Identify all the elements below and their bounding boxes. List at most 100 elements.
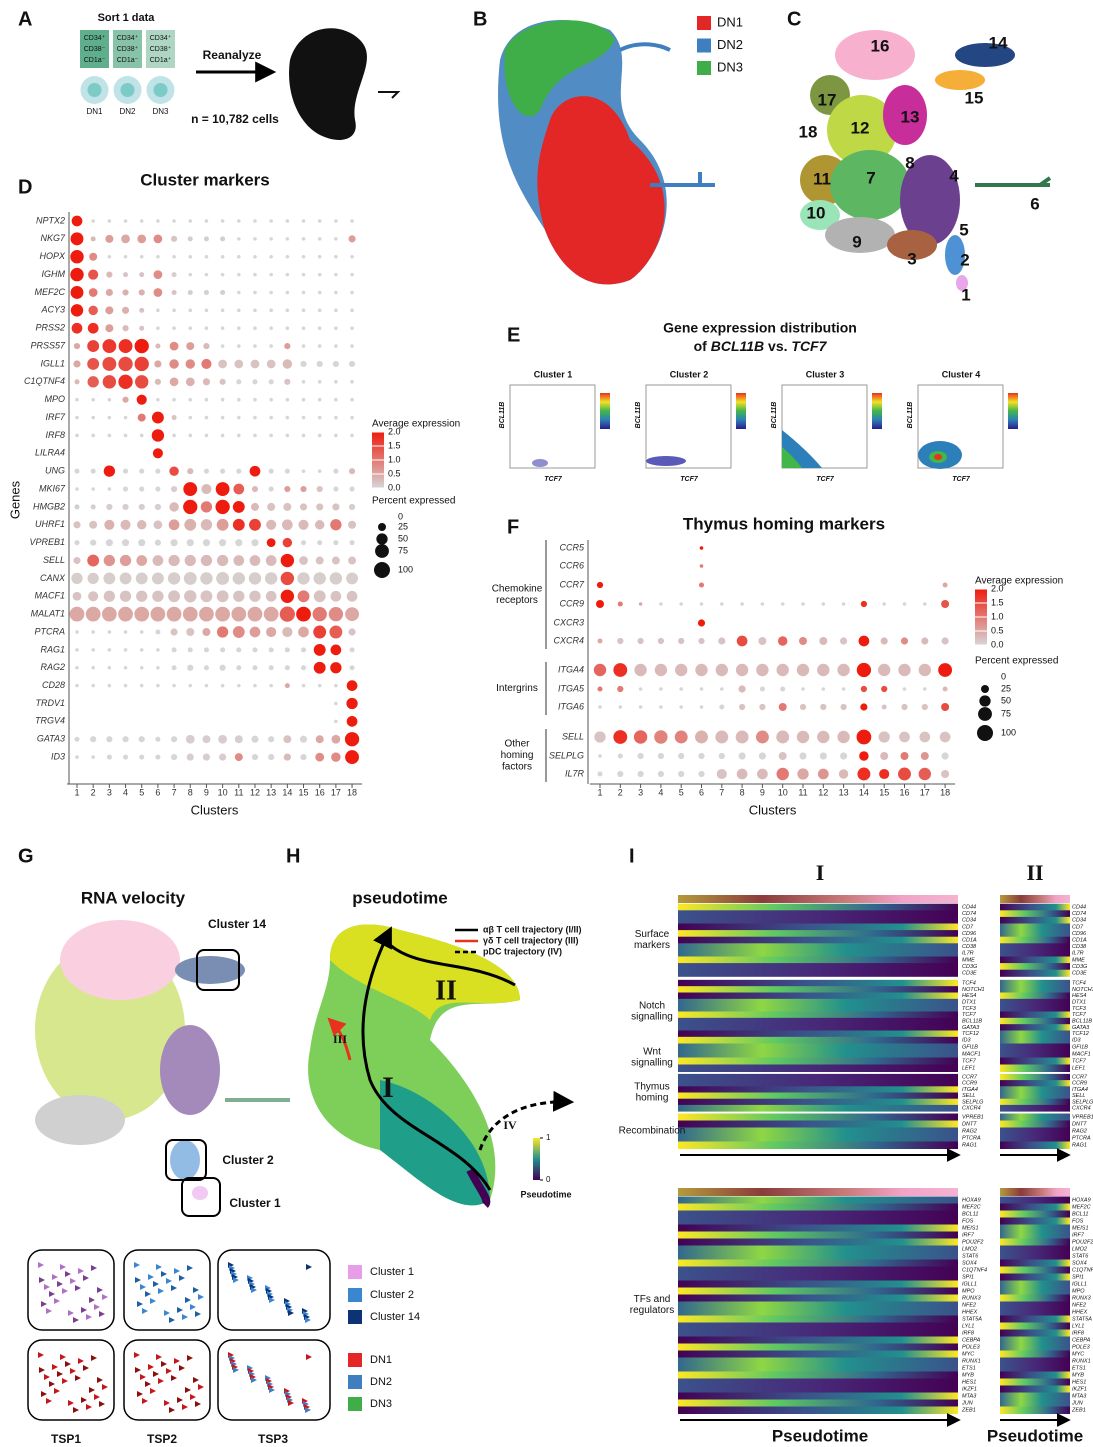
dot <box>597 686 602 691</box>
dot <box>91 504 96 509</box>
heatmap-row <box>1000 1316 1070 1324</box>
dot <box>172 647 177 652</box>
dot <box>334 326 338 330</box>
dot <box>943 582 948 587</box>
dot <box>269 326 273 330</box>
dot <box>350 219 354 223</box>
dot <box>172 665 177 670</box>
dot <box>218 735 227 744</box>
dot <box>921 637 928 644</box>
x-axis-title: TCF7 <box>816 476 835 483</box>
dot <box>659 705 663 709</box>
dot <box>301 665 306 670</box>
x-tick-label: 8 <box>188 787 193 797</box>
dot <box>334 344 338 348</box>
heatmap-gene: ETS1 <box>962 1365 976 1371</box>
dot <box>919 664 931 676</box>
dot <box>269 434 273 438</box>
x-tick-label: 5 <box>679 787 684 797</box>
callout-label: Cluster 2 <box>222 1153 274 1167</box>
heatmap-gene: CD38 <box>1072 944 1087 950</box>
dot <box>74 469 79 474</box>
dot <box>104 555 115 566</box>
dot <box>281 590 294 603</box>
dot <box>253 291 257 295</box>
dot <box>188 398 192 402</box>
gene-label: RAG2 <box>40 662 65 672</box>
heatmap-gene: LEF1 <box>962 1065 975 1071</box>
heatmap-gene: RAG1 <box>1072 1142 1087 1148</box>
dot <box>698 753 704 759</box>
heatmap-gene: TCF4 <box>962 980 976 986</box>
gene-label: CCR9 <box>559 598 584 608</box>
x-tick-label: 12 <box>250 787 260 797</box>
dot <box>155 755 160 760</box>
heatmap-gene: TCF3 <box>962 1006 977 1012</box>
dot <box>155 629 160 634</box>
title-part: of <box>694 338 711 354</box>
x-tick-label: 11 <box>234 787 243 797</box>
dot <box>169 359 178 368</box>
dot <box>75 416 79 420</box>
dot <box>737 769 748 780</box>
heatmap-row <box>678 1044 958 1052</box>
heatmap-gene: CD74 <box>1072 911 1086 917</box>
gene-label: ITGA6 <box>558 701 584 711</box>
dot <box>156 648 160 652</box>
dot <box>695 731 708 744</box>
panel-letter: A <box>18 8 32 30</box>
group-label: Thymus <box>634 1082 670 1093</box>
heatmap-gene: CD96 <box>1072 931 1087 937</box>
heatmap-gene: ITGA4 <box>1072 1087 1088 1093</box>
heatmap-gene: LMO2 <box>962 1246 977 1252</box>
dot <box>938 663 952 677</box>
x-tick-label: 4 <box>123 787 128 797</box>
dot <box>201 555 212 566</box>
x-axis-title: Clusters <box>749 802 797 817</box>
legend-label: Cluster 1 <box>370 1266 414 1278</box>
dot <box>74 737 79 742</box>
heatmap-row <box>1000 950 1070 957</box>
dot <box>817 731 829 743</box>
cell-icon <box>154 83 168 97</box>
dot <box>237 255 241 259</box>
gene-label: NPTX2 <box>36 215 65 225</box>
dot <box>167 607 182 622</box>
dot <box>759 704 765 710</box>
heatmap-gene: RAG1 <box>962 1142 977 1148</box>
heatmap-gene: PTCRA <box>962 1135 981 1141</box>
dot <box>186 342 194 350</box>
colorbar-title: Pseudotime <box>520 1189 571 1199</box>
heatmap-gene: HHEX <box>1072 1309 1088 1315</box>
dot <box>108 648 112 652</box>
gene-label: CXCR4 <box>553 635 584 645</box>
group-label: Surface <box>635 929 670 940</box>
dot <box>283 538 292 547</box>
dot <box>318 291 322 295</box>
heatmap-gene: LEF1 <box>1072 1065 1085 1071</box>
heatmap-gene: ETS1 <box>1072 1365 1086 1371</box>
heatmap-gene: IKZF1 <box>1072 1386 1087 1392</box>
y-axis-title: BCL11B <box>635 402 642 429</box>
dot <box>923 687 927 691</box>
x-tick-label: 13 <box>839 787 849 797</box>
group-label: Recombination <box>619 1126 686 1137</box>
pseudotime-bar <box>1000 895 1070 903</box>
heatmap-gene: MPO <box>962 1288 975 1294</box>
dot <box>171 628 178 635</box>
legend-label: Cluster 2 <box>370 1289 414 1301</box>
dot <box>331 591 342 602</box>
gene-label: CCR6 <box>559 560 584 570</box>
heatmap-gene: DTX1 <box>962 999 976 1005</box>
heatmap-row <box>678 1197 958 1205</box>
gene-label: IL7R <box>565 768 585 778</box>
heatmap-gene: ZEB1 <box>961 1407 976 1413</box>
dot <box>330 662 341 673</box>
size-key-label: 25 <box>398 521 408 531</box>
heatmap-gene: CXCR4 <box>962 1105 981 1111</box>
dot <box>205 684 209 688</box>
dot <box>139 504 145 510</box>
colorbar <box>736 393 746 429</box>
dot <box>236 379 241 384</box>
gene-label: MKI67 <box>39 483 66 493</box>
